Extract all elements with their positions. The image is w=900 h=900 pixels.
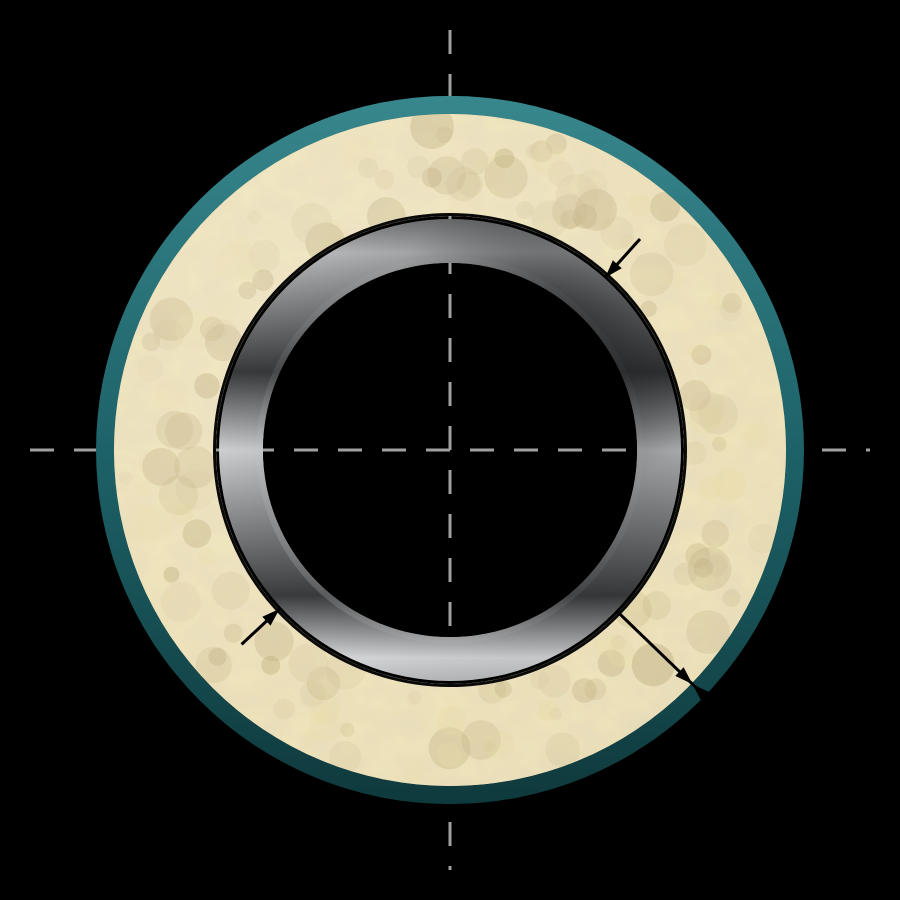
- pipe-cross-section-diagram: [0, 0, 900, 900]
